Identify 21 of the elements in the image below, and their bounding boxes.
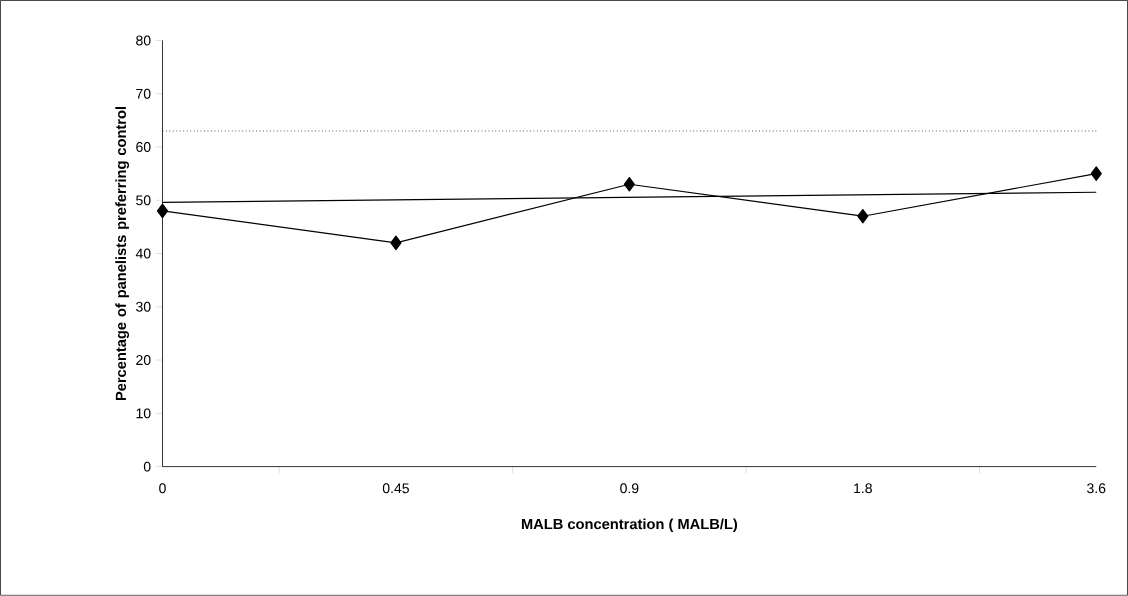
x-tick-label: 3.6 — [1087, 483, 1106, 494]
y-tick-label: 0 — [143, 461, 151, 472]
x-tick-label: 1.8 — [854, 483, 872, 494]
x-axis-title: MALB concentration ( MALB/L) — [521, 518, 738, 533]
point — [623, 177, 635, 192]
y-axis-title: Percentage of panelists preferring control — [115, 107, 130, 401]
point — [1090, 166, 1102, 181]
point — [156, 203, 169, 219]
y-tick-label: 10 — [136, 408, 151, 419]
point — [390, 235, 402, 251]
x-tick-label: 0 — [159, 483, 166, 494]
y-tick-label: 50 — [136, 195, 151, 206]
y-tick-label: 70 — [136, 88, 151, 99]
y-tick-label: 60 — [136, 142, 151, 153]
x-tick-label: 0.9 — [620, 483, 639, 494]
point — [857, 209, 869, 224]
y-tick-label: 20 — [136, 355, 151, 366]
y-tick-label: 80 — [136, 35, 151, 46]
x-tick-label: 0.45 — [382, 483, 409, 494]
y-tick-label: 40 — [135, 248, 151, 259]
y-tick-label: 30 — [136, 301, 151, 312]
